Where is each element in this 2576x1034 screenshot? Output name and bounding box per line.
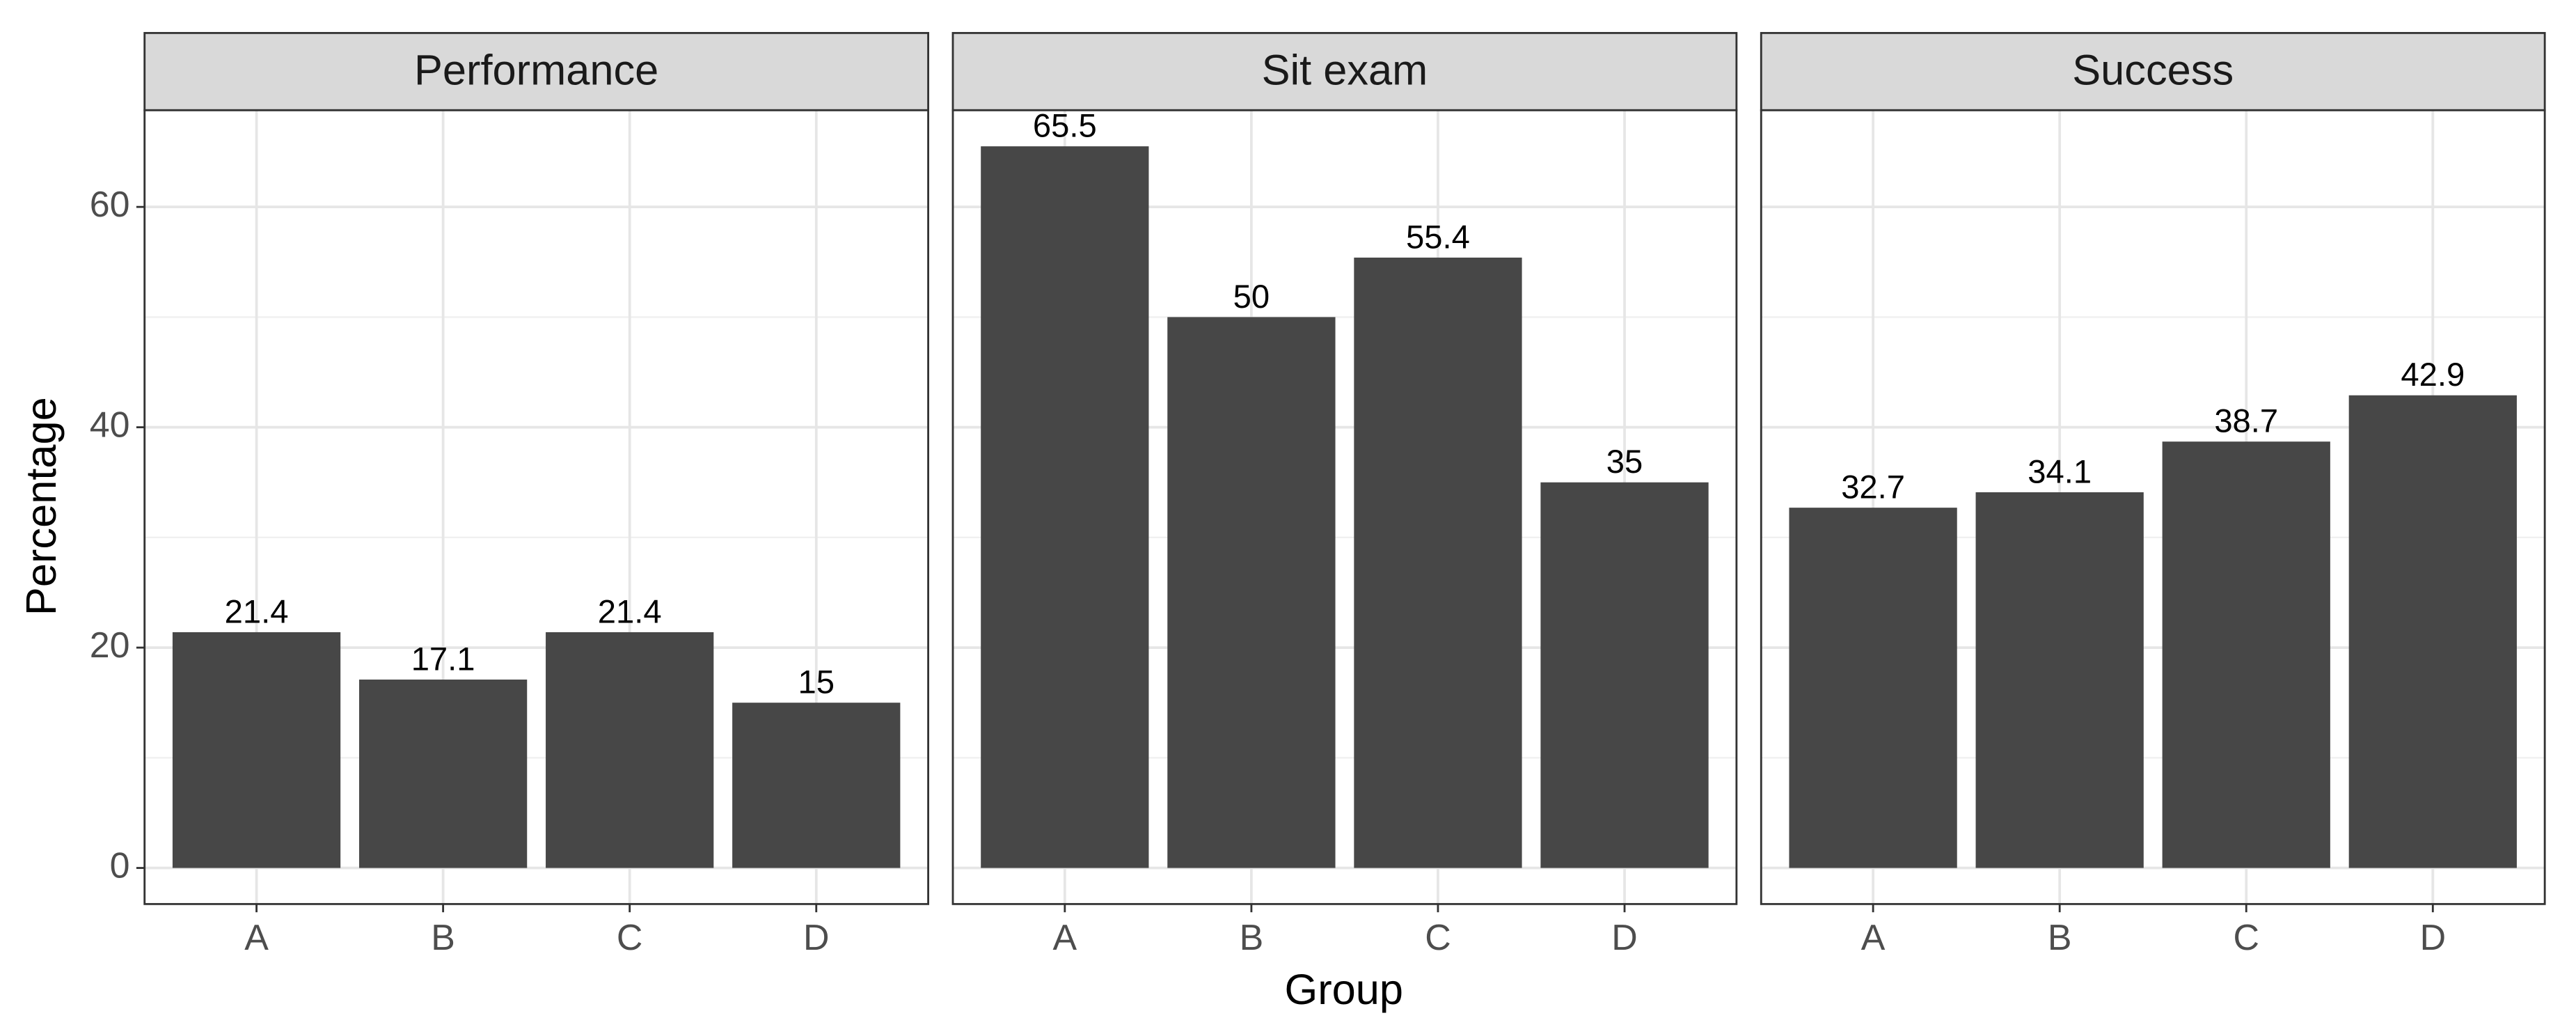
- panel-title: Performance: [414, 46, 658, 94]
- strip-background: [143, 31, 930, 111]
- x-tick-label: B: [1240, 918, 1264, 958]
- x-tick-label: A: [244, 918, 269, 958]
- strip-background: [951, 31, 1738, 111]
- x-tick-label: B: [2048, 918, 2072, 958]
- x-axis-title: Group: [1284, 966, 1403, 1014]
- value-label: 15: [798, 664, 835, 701]
- value-label: 32.7: [1841, 469, 1905, 506]
- bar: [732, 703, 901, 868]
- bar: [1975, 492, 2144, 868]
- bar: [2162, 441, 2330, 868]
- value-label: 21.4: [598, 593, 662, 630]
- x-tick-label: D: [1611, 918, 1638, 958]
- x-tick-label: C: [1425, 918, 1451, 958]
- bar: [546, 632, 714, 868]
- y-tick-label: 60: [90, 185, 130, 225]
- bar: [1540, 482, 1709, 868]
- x-tick-label: C: [2233, 918, 2259, 958]
- bar: [981, 146, 1149, 868]
- panel-border: [951, 109, 1738, 905]
- value-label: 42.9: [2401, 357, 2465, 393]
- y-axis-title: Percentage: [17, 397, 65, 616]
- strip-background: [1760, 31, 2546, 111]
- bar: [1354, 257, 1522, 868]
- bar: [2348, 395, 2517, 868]
- y-tick-label: 40: [90, 405, 130, 445]
- y-tick-label: 20: [90, 625, 130, 666]
- x-tick-label: A: [1053, 918, 1077, 958]
- x-tick-label: C: [617, 918, 643, 958]
- value-label: 38.7: [2214, 403, 2278, 440]
- value-label: 21.4: [225, 593, 289, 630]
- panel-border: [143, 109, 930, 905]
- panel-border: [1760, 109, 2546, 905]
- bar: [358, 679, 528, 868]
- panel-title: Success: [2072, 46, 2234, 94]
- x-tick-label: D: [803, 918, 830, 958]
- x-tick-label: B: [431, 918, 455, 958]
- bar: [1789, 508, 1957, 868]
- value-label: 35: [1606, 444, 1643, 480]
- panel-title: Sit exam: [1262, 46, 1428, 94]
- value-label: 50: [1233, 279, 1270, 315]
- x-tick-label: A: [1861, 918, 1886, 958]
- value-label: 34.1: [2028, 453, 2092, 490]
- bar: [1167, 317, 1336, 868]
- x-tick-label: D: [2420, 918, 2447, 958]
- value-label: 17.1: [411, 641, 475, 677]
- value-label: 55.4: [1406, 219, 1470, 256]
- bar: [172, 632, 341, 868]
- value-label: 65.5: [1033, 108, 1097, 145]
- y-tick-label: 0: [110, 845, 130, 886]
